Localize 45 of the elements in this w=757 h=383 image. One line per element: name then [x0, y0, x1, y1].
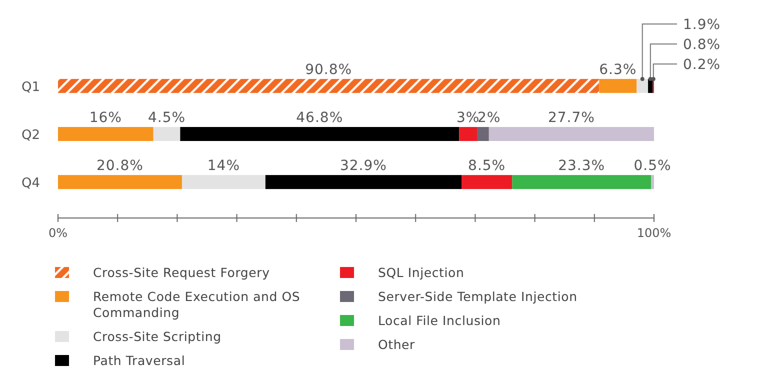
data-label: 23.3% [558, 158, 606, 174]
data-label: 0.2% [683, 56, 721, 73]
bar [476, 127, 489, 141]
data-label: 0.8% [683, 36, 721, 53]
x-tick-label: 100% [636, 226, 672, 240]
data-label: 8.5% [468, 158, 506, 174]
data-label: 20.8% [96, 158, 144, 174]
bar [153, 127, 180, 141]
data-label: 32.9% [340, 158, 387, 174]
bar [512, 175, 652, 190]
legend-label: Server-Side Template Injection [378, 289, 578, 304]
legend-label: Local File Inclusion [378, 313, 501, 328]
bar [58, 175, 182, 190]
bar [599, 78, 637, 93]
legend-label: Path Traversal [93, 353, 186, 368]
data-label: 4.5% [148, 110, 186, 126]
x-tick-label: 0% [48, 226, 68, 240]
data-label: 14% [207, 158, 240, 174]
bar [182, 175, 266, 190]
legend-label: SQL Injection [378, 265, 464, 280]
data-label: 1.9% [683, 16, 721, 33]
data-label: 0.5% [634, 158, 672, 174]
data-label: 90.8% [305, 62, 352, 78]
data-label: 27.7% [548, 110, 595, 126]
legend-label: Other [378, 337, 416, 352]
bar [461, 175, 512, 190]
bar [180, 127, 460, 141]
legend-label: Cross-Site Scripting [93, 329, 222, 344]
y-tick-label: Q1 [21, 80, 40, 95]
data-label: 3% [456, 110, 480, 126]
legend-label: Remote Code Execution and OS Commanding [93, 289, 300, 320]
bar [636, 78, 648, 93]
bar [651, 175, 654, 190]
data-label: 2% [477, 110, 501, 126]
y-tick-label: Q4 [21, 176, 40, 192]
data-label: 6.3% [599, 62, 637, 78]
bar [58, 78, 600, 93]
data-label: 46.8% [296, 110, 344, 126]
bar [488, 127, 654, 141]
bar [58, 127, 154, 141]
bar [459, 127, 477, 141]
y-tick-label: Q2 [21, 128, 40, 143]
data-label: 16% [89, 110, 122, 126]
legend-label: Cross-Site Request Forgery [93, 265, 270, 280]
bar [265, 175, 462, 190]
